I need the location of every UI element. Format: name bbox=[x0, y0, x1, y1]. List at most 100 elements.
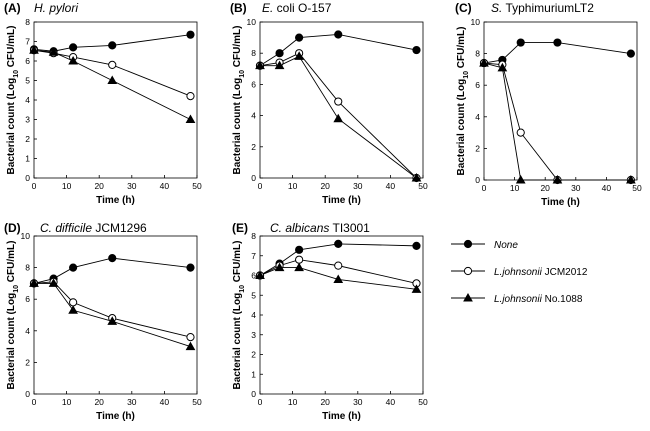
x-tick-label: 20 bbox=[320, 181, 330, 191]
x-tick-label: 10 bbox=[510, 183, 520, 193]
data-point-open-circle bbox=[186, 333, 195, 342]
x-tick-label: 40 bbox=[160, 397, 170, 407]
y-tick-label: 3 bbox=[25, 115, 30, 125]
y-axis-title: Bacterial count (Log10 CFU/mL) bbox=[456, 27, 470, 176]
y-tick-label: 6 bbox=[25, 294, 30, 304]
x-tick-label: 0 bbox=[32, 397, 37, 407]
legend-label-italic: L.johnsonii bbox=[494, 294, 543, 305]
y-tick-label: 2 bbox=[475, 143, 480, 153]
panel-label: (E) bbox=[232, 221, 248, 235]
x-tick-label: 30 bbox=[571, 183, 581, 193]
y-tick-label: 0 bbox=[475, 175, 480, 185]
data-point-filled-triangle bbox=[294, 51, 304, 60]
data-point-filled-circle bbox=[626, 49, 635, 58]
y-tick-label: 2 bbox=[251, 142, 256, 152]
panel-title: H. pylori bbox=[34, 1, 78, 15]
x-tick-label: 40 bbox=[602, 183, 612, 193]
chart-panel-c: (C) S. TyphimuriumLT2 0 10 20 30 40 50 0 2 4 6 8 10 Ti… bbox=[455, 1, 642, 208]
data-point-filled-triangle bbox=[48, 278, 59, 287]
data-point-filled-triangle bbox=[185, 114, 196, 123]
x-axis-title: Time (h) bbox=[322, 411, 361, 422]
panel-title-rest: TI3001 bbox=[329, 221, 370, 235]
data-point-filled-triangle bbox=[29, 45, 39, 54]
legend-marker-filled-circle bbox=[463, 239, 473, 249]
y-tick-label: 4 bbox=[25, 95, 30, 105]
y-tick-label: 6 bbox=[25, 56, 30, 66]
data-point-filled-triangle bbox=[274, 262, 285, 272]
y-tick-label: 5 bbox=[251, 290, 256, 300]
y-axis-title: Bacterial count (Log10 CFU/mL) bbox=[6, 241, 20, 390]
panel-title: C. difficile JCM1296 bbox=[40, 221, 147, 235]
data-point-filled-circle bbox=[186, 30, 195, 39]
y-tick-label: 4 bbox=[475, 112, 480, 122]
y-tick-label: 1 bbox=[25, 154, 30, 164]
x-axis-title: Time (h) bbox=[96, 195, 135, 206]
data-point-filled-triangle bbox=[68, 305, 78, 314]
panel-title-italic: E. bbox=[262, 1, 273, 15]
x-tick-label: 40 bbox=[160, 181, 170, 191]
legend-label-rest: No.1088 bbox=[542, 294, 583, 305]
x-tick-label: 40 bbox=[386, 181, 396, 191]
data-point-filled-triangle bbox=[333, 274, 344, 283]
y-axis-title-part: CFU/mL) bbox=[232, 241, 243, 285]
x-tick-label: 0 bbox=[258, 181, 263, 191]
legend-label: L.johnsonii JCM2012 bbox=[494, 267, 588, 278]
panel-title-rest: coli O-157 bbox=[273, 1, 331, 15]
y-axis-title-part: Bacterial count (Log bbox=[232, 78, 243, 175]
data-point-filled-triangle bbox=[29, 278, 39, 287]
legend-label-italic: L.johnsonii bbox=[494, 267, 543, 278]
y-tick-label: 0 bbox=[251, 173, 256, 183]
legend-marker-filled-triangle bbox=[463, 292, 473, 302]
y-tick-label: 8 bbox=[251, 231, 256, 241]
y-tick-label: 6 bbox=[251, 79, 256, 89]
plot-frame bbox=[483, 21, 638, 181]
x-tick-label: 30 bbox=[353, 181, 363, 191]
data-point-filled-circle bbox=[516, 38, 525, 47]
y-tick-label: 0 bbox=[251, 389, 256, 399]
data-point-open-circle bbox=[334, 261, 343, 270]
y-axis-title-subscript: 10 bbox=[13, 70, 20, 78]
panel-label: (C) bbox=[455, 1, 472, 15]
data-point-open-circle bbox=[186, 92, 195, 101]
legend-label-rest: JCM2012 bbox=[542, 267, 588, 278]
data-point-filled-triangle bbox=[411, 284, 422, 293]
legend-label: None bbox=[494, 240, 518, 251]
y-tick-label: 7 bbox=[25, 37, 30, 47]
y-axis-title-subscript: 10 bbox=[13, 285, 20, 293]
y-tick-label: 6 bbox=[251, 271, 256, 281]
data-point-open-circle bbox=[69, 298, 78, 307]
y-tick-label: 2 bbox=[25, 134, 30, 144]
y-tick-label: 1 bbox=[251, 369, 256, 379]
x-tick-label: 0 bbox=[482, 183, 487, 193]
chart-panel-b: (B) E. coli O-157 0 10 20 30 40 50 0 2 4 6 8 10 Time (… bbox=[230, 1, 428, 206]
data-point-filled-circle bbox=[412, 241, 421, 250]
data-point-filled-circle bbox=[108, 254, 117, 263]
y-axis-title-subscript: 10 bbox=[239, 70, 246, 78]
x-tick-label: 50 bbox=[192, 397, 202, 407]
data-point-filled-triangle bbox=[333, 113, 344, 123]
y-axis-title: Bacterial count (Log10 CFU/mL) bbox=[6, 26, 20, 175]
x-tick-label: 10 bbox=[288, 181, 298, 191]
y-tick-label: 2 bbox=[251, 350, 256, 360]
x-tick-label: 0 bbox=[32, 181, 37, 191]
y-axis-title-part: CFU/mL) bbox=[456, 27, 467, 71]
data-point-filled-circle bbox=[108, 41, 117, 50]
x-tick-label: 30 bbox=[353, 397, 363, 407]
y-tick-label: 8 bbox=[251, 48, 256, 58]
data-point-filled-circle bbox=[186, 263, 195, 272]
chart-panel-a: (A) H. pylori 0 10 20 30 40 50 0 1 2 3 4 5 6 7 8 Time (h)… bbox=[4, 1, 202, 206]
data-point-filled-circle bbox=[275, 49, 284, 58]
y-tick-label: 3 bbox=[251, 330, 256, 340]
y-axis-title: Bacterial count (Log10 CFU/mL) bbox=[232, 241, 246, 390]
data-point-open-circle bbox=[108, 60, 117, 70]
data-point-filled-circle bbox=[295, 245, 304, 254]
y-tick-label: 4 bbox=[251, 310, 256, 320]
data-point-filled-triangle bbox=[255, 270, 265, 279]
y-axis-title-part: Bacterial count (Log bbox=[6, 78, 17, 175]
data-point-filled-triangle bbox=[515, 174, 526, 184]
data-point-filled-circle bbox=[412, 45, 421, 55]
data-point-open-circle bbox=[295, 255, 304, 264]
y-axis-title-part: Bacterial count (Log bbox=[6, 293, 17, 390]
y-axis-title-part: CFU/mL) bbox=[232, 26, 243, 70]
